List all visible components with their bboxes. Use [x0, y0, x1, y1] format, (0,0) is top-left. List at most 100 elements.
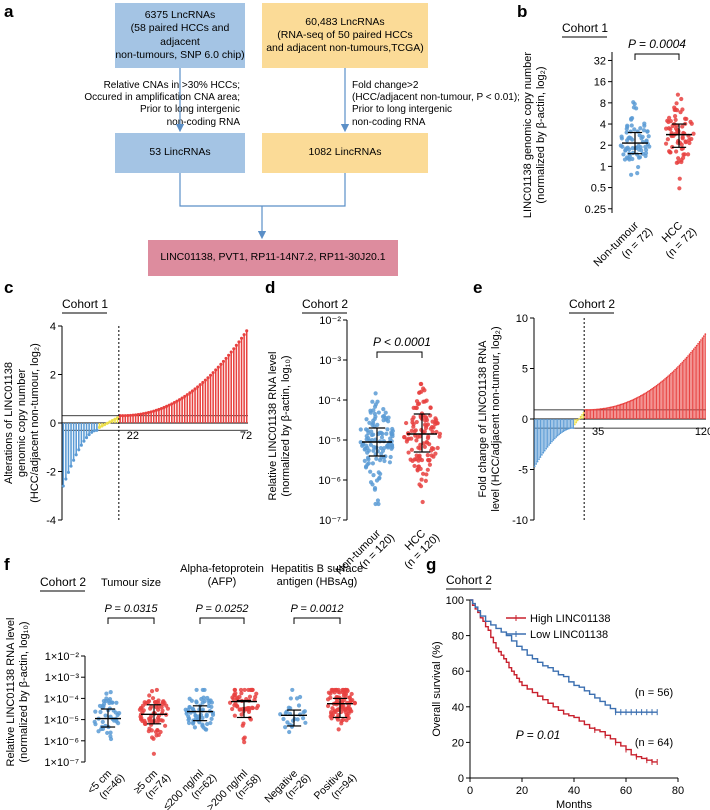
bar-tip: [619, 403, 622, 406]
group-1-point: [412, 429, 417, 434]
group-1-point: [143, 721, 148, 727]
group-1-point: [682, 152, 687, 157]
group-2-point: [202, 687, 207, 693]
group-3-point: [232, 687, 237, 693]
bar-tip: [185, 393, 189, 397]
bar-tip: [671, 371, 674, 374]
group-1-point: [138, 714, 143, 719]
group-1-point: [404, 420, 409, 426]
bar-tip: [670, 372, 672, 375]
criteria-right-3: Prior to long intergenic: [352, 104, 453, 116]
flow-box-snp-line2: non-tumours, SNP 6.0 chip): [115, 48, 245, 61]
group-4-point: [301, 710, 306, 715]
bar-tip: [635, 397, 638, 400]
group-1-point: [421, 441, 426, 446]
bar-tip: [665, 376, 668, 379]
group-5-point: [346, 705, 351, 711]
bar-tip: [678, 364, 681, 367]
n-high: (n = 64): [635, 737, 673, 749]
group-0-point: [377, 475, 382, 480]
y-tick-label: 80: [452, 631, 464, 643]
group-2-point: [187, 704, 192, 710]
bar-tip: [622, 402, 625, 405]
group-1-point: [437, 434, 442, 439]
bar-tip: [571, 427, 573, 429]
group-0-point: [368, 480, 374, 485]
bar-tip: [637, 396, 639, 399]
group-0-point: [645, 129, 650, 134]
group-0-point: [641, 128, 647, 133]
bar-tip: [561, 431, 563, 434]
bar-tip: [224, 356, 228, 360]
y-tick-label: 2: [600, 140, 606, 152]
y-tick-label: 1×10⁻²: [45, 651, 80, 663]
group-3-point: [230, 706, 235, 712]
bar-tip: [647, 390, 649, 393]
x-tick-label: 40: [568, 785, 580, 797]
y-tick-label: 0.5: [591, 183, 606, 195]
group-3-point: [239, 712, 244, 717]
bar-tip: [177, 398, 182, 402]
criteria-right-1: Fold change>2: [352, 80, 419, 91]
flow-box-53: 53 LincRNAs: [115, 133, 245, 173]
bar-tip: [558, 433, 560, 436]
group-1-point: [423, 418, 428, 423]
bar-tip: [74, 453, 78, 457]
group-1-point: [408, 457, 413, 462]
bar-tip: [548, 444, 550, 446]
bar-tip: [645, 391, 648, 394]
bar-tip: [553, 437, 556, 440]
bar-tip: [651, 387, 654, 390]
criteria-right-4: non-coding RNA: [352, 116, 426, 128]
comparison-p-2: P = 0.0012: [290, 603, 343, 615]
flow-box-rnaseq-line1: (RNA-seq of 50 paired HCCs: [277, 28, 413, 41]
bar-tip: [216, 365, 220, 369]
group-1-point: [414, 419, 419, 425]
group-4-point: [287, 729, 292, 735]
criteria-left-3: Prior to long intergenic: [139, 104, 240, 116]
group-1-point: [425, 467, 430, 472]
group-2-point: [194, 699, 199, 704]
bar-tip: [113, 417, 117, 421]
group-3-point: [239, 691, 244, 696]
group-1-point: [675, 92, 681, 97]
group-0-point: [362, 447, 367, 452]
group-1-point: [673, 126, 679, 131]
bar-tip: [121, 414, 125, 418]
y-tick-label: -5: [518, 465, 528, 477]
y-tick-label: 0: [458, 773, 464, 785]
bar-tip: [588, 409, 591, 411]
group-0-point: [384, 443, 390, 449]
group-1-point: [158, 729, 163, 735]
bar-tip: [172, 401, 176, 405]
bar-tip: [162, 405, 166, 410]
cohort-label: Cohort 2: [569, 297, 615, 311]
group-0-point: [632, 101, 637, 107]
y-axis-label-line0: Fold change of LINC01138 RNA: [477, 340, 489, 498]
bar-tip: [602, 407, 605, 410]
group-4-point: [303, 720, 308, 725]
bar-tip: [227, 353, 231, 357]
bar-tip: [572, 427, 575, 429]
bar-tip: [211, 371, 215, 375]
bar-tip: [543, 449, 546, 452]
x-tick-label: 20: [516, 785, 528, 797]
bar-tip: [535, 463, 538, 465]
bar-tip: [618, 404, 621, 406]
y-tick-label: 1×10⁻⁷: [44, 757, 79, 769]
group-0-point: [378, 445, 383, 451]
group-0-point: [371, 473, 376, 478]
bar-tip: [642, 393, 645, 396]
bar-tip: [625, 401, 628, 404]
group-0-point: [633, 145, 638, 151]
group-1-point: [417, 446, 423, 451]
group-0-point: [374, 456, 379, 461]
group-0-point: [640, 134, 645, 140]
group-2-point: [193, 713, 198, 718]
bar-tip: [698, 341, 701, 343]
group-0-point: [365, 450, 370, 455]
y-tick-label: 5: [522, 364, 528, 376]
y-tick-label: 0.25: [585, 204, 606, 216]
group-1-point: [419, 477, 424, 482]
group-0-point: [388, 454, 393, 460]
